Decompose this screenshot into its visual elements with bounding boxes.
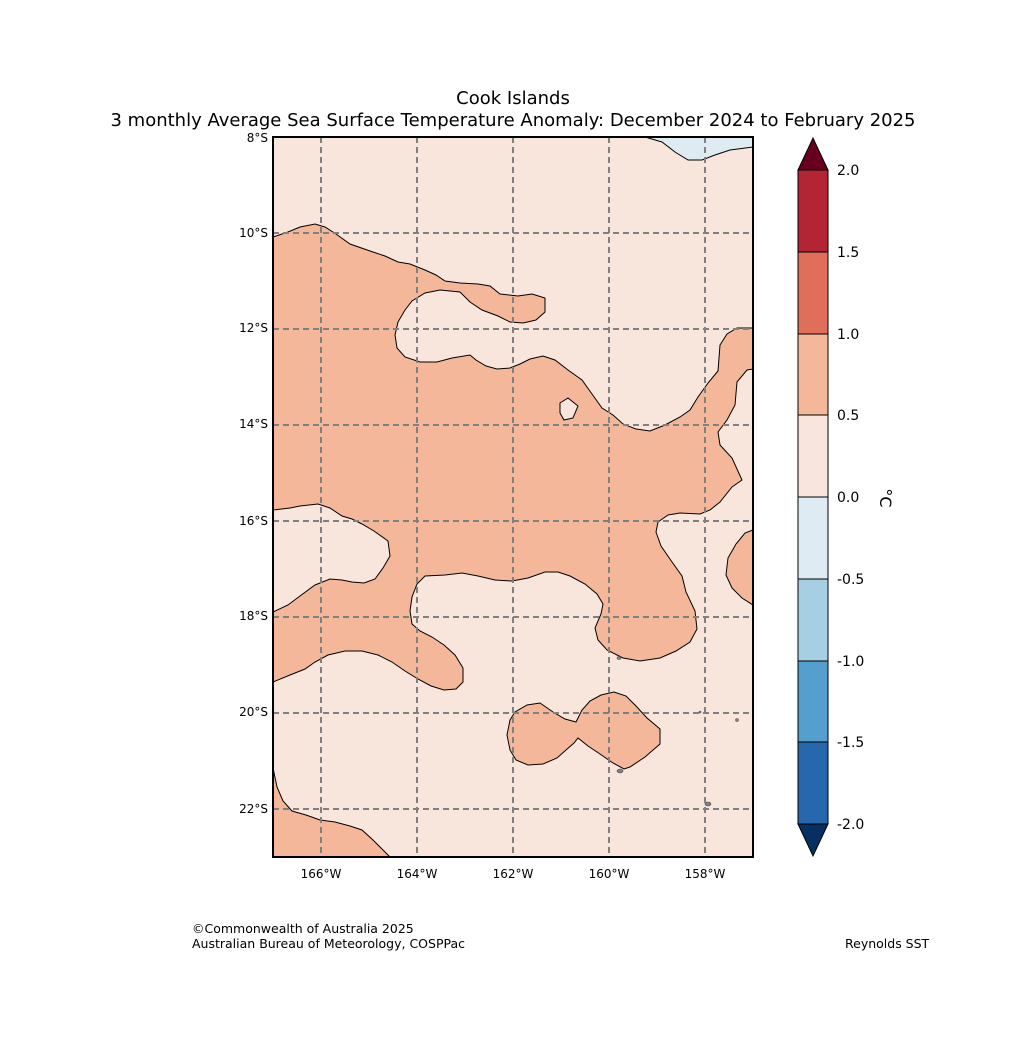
longitude-labels: 166°W 164°W 162°W 160°W 158°W xyxy=(301,867,726,881)
lon-label-158W: 158°W xyxy=(685,867,726,881)
island-marker xyxy=(616,768,624,774)
colorbar-tick-minus0.5: -0.5 xyxy=(837,572,864,588)
colorbar-tick-labels: 2.0 1.5 1.0 0.5 0.0 -0.5 -1.0 -1.5 -2.0 xyxy=(837,163,864,833)
colorbar-tick-2.0: 2.0 xyxy=(837,163,859,179)
lat-label-16S: 16°S xyxy=(239,514,268,528)
map-frame xyxy=(272,136,754,858)
lat-label-8S: 8°S xyxy=(247,131,268,145)
colorbar-tick-0.0: 0.0 xyxy=(837,490,859,506)
island-marker xyxy=(616,656,622,660)
colorbar-band-minus1.0-minus0.5 xyxy=(797,578,829,662)
colorbar-tick-minus1.0: -1.0 xyxy=(837,654,864,670)
colorbar-extend-top xyxy=(797,136,829,171)
anomaly-region-negative-top-right xyxy=(644,137,753,161)
colorbar-band-0.5-1.0 xyxy=(797,333,829,416)
colorbar-band-1.0-1.5 xyxy=(797,251,829,335)
colorbar-tick-0.5: 0.5 xyxy=(837,408,859,424)
anomaly-region-right-edge xyxy=(725,529,753,606)
anomaly-region-south xyxy=(506,691,661,770)
lat-label-18S: 18°S xyxy=(239,609,268,623)
map-gridlines xyxy=(273,137,753,857)
colorbar-tick-1.0: 1.0 xyxy=(837,327,859,343)
lat-label-12S: 12°S xyxy=(239,321,268,335)
copyright-notice: ©Commonwealth of Australia 2025 xyxy=(192,921,414,936)
colorbar-band-minus2.0-minus1.5 xyxy=(797,741,829,825)
sst-anomaly-map xyxy=(273,137,753,857)
lon-label-162W: 162°W xyxy=(493,867,534,881)
copyright-agency: Australian Bureau of Meteorology, COSPPa… xyxy=(192,936,465,951)
lat-label-20S: 20°S xyxy=(239,705,268,719)
data-source-label: Reynolds SST xyxy=(845,936,930,951)
colorbar-band-minus0.5-0.0 xyxy=(797,496,829,580)
island-marker xyxy=(735,718,739,722)
colorbar-tick-minus2.0: -2.0 xyxy=(837,817,864,833)
latitude-labels: 8°S 10°S 12°S 14°S 16°S 18°S 20°S 22°S xyxy=(239,131,268,816)
map-subtitle: 3 monthly Average Sea Surface Temperatur… xyxy=(110,110,916,131)
colorbar-extend-bottom xyxy=(797,823,829,858)
map-title: Cook Islands xyxy=(456,88,570,109)
island-marker xyxy=(704,801,712,807)
lon-label-166W: 166°W xyxy=(301,867,342,881)
island-marker xyxy=(698,710,702,714)
lat-label-14S: 14°S xyxy=(239,417,268,431)
lat-label-10S: 10°S xyxy=(239,226,268,240)
lat-label-22S: 22°S xyxy=(239,802,268,816)
lon-label-164W: 164°W xyxy=(397,867,438,881)
colorbar-band-0.0-0.5 xyxy=(797,414,829,498)
anomaly-region-bottom-left xyxy=(273,767,391,857)
colorbar-unit-label: °C xyxy=(876,488,895,507)
colorbar-tick-minus1.5: -1.5 xyxy=(837,735,864,751)
lon-label-160W: 160°W xyxy=(589,867,630,881)
colorbar-band-1.5-2.0 xyxy=(797,169,829,253)
colorbar xyxy=(797,136,829,858)
colorbar-band-minus1.5-minus1.0 xyxy=(797,660,829,743)
colorbar-tick-1.5: 1.5 xyxy=(837,245,859,261)
